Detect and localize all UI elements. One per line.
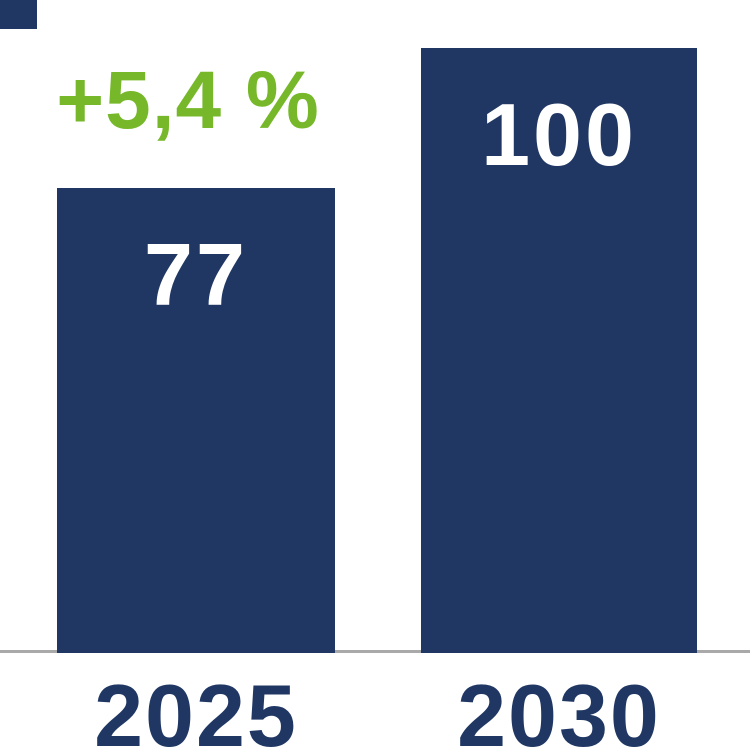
corner-accent-mark xyxy=(0,0,37,29)
x-axis-baseline xyxy=(0,650,750,653)
bar-2030-value-label: 100 xyxy=(481,85,637,184)
bar-2025: 77 xyxy=(57,188,335,653)
bar-2030: 100 xyxy=(421,48,697,653)
x-tick-2025: 2025 xyxy=(94,666,298,756)
bar-2025-value-label: 77 xyxy=(144,225,248,324)
x-tick-2030: 2030 xyxy=(457,666,661,756)
growth-percentage-label: +5,4 % xyxy=(56,55,320,146)
